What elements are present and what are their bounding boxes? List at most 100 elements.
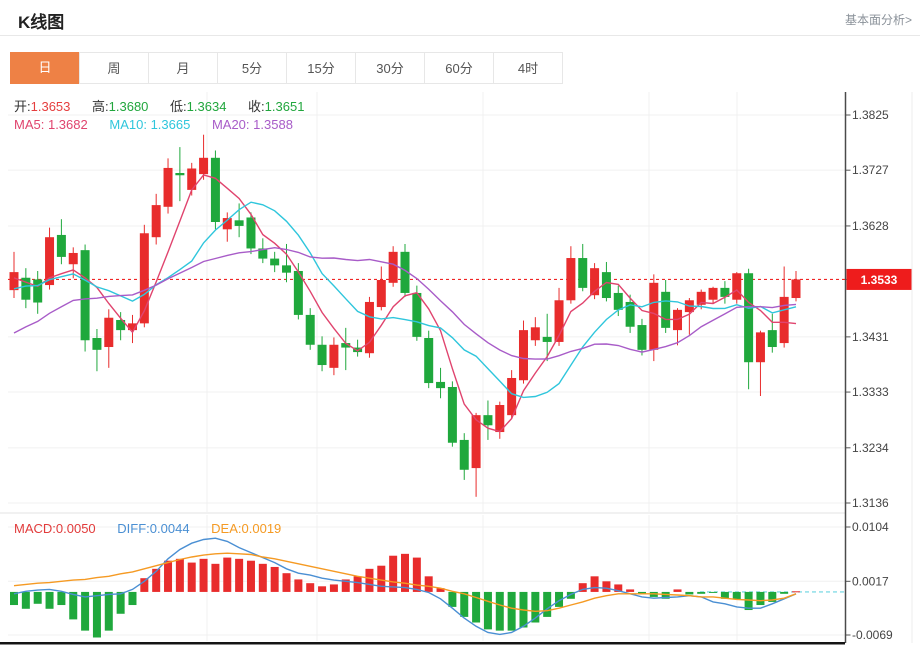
macd-bar — [353, 576, 362, 592]
candle-body — [424, 338, 434, 384]
y-axis-label: 1.3234 — [852, 441, 889, 455]
candle-body — [56, 234, 66, 257]
dea-line — [13, 552, 797, 613]
diff-value: 0.0044 — [149, 521, 190, 536]
tab-bar: 日周月 5分 15分 30分 60分 4时 — [10, 52, 563, 84]
candle-body — [542, 336, 552, 342]
candle-body — [116, 319, 126, 331]
ma20-value: 1.3588 — [253, 117, 293, 132]
header: K线图 基本面分析> — [0, 0, 920, 36]
candle-body — [282, 265, 292, 273]
candle-body — [791, 279, 801, 299]
candle-body — [767, 330, 777, 348]
ma5-line — [13, 174, 797, 433]
tab-15分[interactable]: 15分 — [286, 52, 356, 84]
macd-bar — [104, 591, 113, 631]
macd-bar — [460, 591, 469, 617]
candle-body — [495, 405, 505, 433]
candle-body — [578, 258, 588, 288]
macd-bar — [436, 588, 445, 592]
candle-body — [45, 237, 55, 286]
candle-body — [649, 282, 659, 350]
tab-月[interactable]: 月 — [148, 52, 218, 84]
page-title: K线图 — [18, 13, 65, 32]
macd-axis-label: 0.0017 — [852, 574, 889, 588]
candle-body — [222, 218, 232, 230]
macd-bar — [626, 589, 635, 592]
candle-body — [317, 344, 327, 366]
macd-bar — [223, 557, 232, 592]
tab-30分[interactable]: 30分 — [355, 52, 425, 84]
tab-5分[interactable]: 5分 — [217, 52, 287, 84]
macd-bar — [21, 591, 30, 609]
close-value: 1.3651 — [264, 99, 305, 114]
high-label: 高: — [92, 99, 109, 114]
macd-bar — [768, 591, 777, 602]
macd-bar — [69, 591, 78, 620]
candle-body — [744, 273, 754, 363]
macd-bar — [140, 578, 149, 592]
macd-info-row: MACD:0.0050 DIFF:0.0044 DEA:0.0019 — [14, 521, 299, 536]
tab-周[interactable]: 周 — [79, 52, 149, 84]
y-axis-label: 1.3825 — [852, 108, 889, 122]
chart-bottom-border — [0, 642, 845, 645]
candle-body — [234, 220, 244, 226]
macd-bar — [720, 591, 729, 599]
candle-body — [210, 157, 220, 222]
candle-body — [258, 248, 268, 259]
ma5-label: MA5: — [14, 117, 45, 132]
macd-bar — [732, 591, 741, 600]
macd-bar — [780, 591, 789, 594]
macd-bar — [211, 563, 220, 592]
candle-body — [566, 258, 576, 301]
candle-body — [92, 338, 102, 350]
candle-body — [104, 317, 114, 348]
ma5-value: 1.3682 — [47, 117, 88, 132]
tab-日[interactable]: 日 — [10, 52, 80, 84]
candle-body — [483, 415, 493, 426]
macd-bar — [507, 591, 516, 631]
tab-60分[interactable]: 60分 — [424, 52, 494, 84]
macd-bar — [282, 573, 291, 592]
macd-bar — [566, 591, 575, 599]
macd-bar — [614, 584, 623, 592]
candle-body — [341, 343, 351, 348]
macd-bar — [164, 560, 173, 592]
macd-bar — [412, 557, 421, 592]
macd-bar — [45, 591, 54, 609]
y-axis-label: 1.3136 — [852, 496, 889, 510]
macd-bar — [365, 568, 374, 592]
candle-body — [187, 168, 197, 190]
current-price-badge-label: 1.3533 — [861, 273, 898, 287]
macd-bar — [602, 581, 611, 592]
macd-bar — [744, 591, 753, 611]
macd-bar — [685, 591, 694, 595]
candle-body — [33, 279, 43, 303]
candle-body — [459, 439, 469, 470]
candle-body — [127, 323, 137, 331]
fundamental-analysis-link[interactable]: 基本面分析> — [844, 13, 912, 27]
macd-bar — [92, 591, 101, 638]
macd-bar — [531, 591, 540, 623]
macd-bar — [401, 553, 409, 592]
candle-body — [9, 272, 19, 291]
macd-bar — [792, 591, 800, 593]
macd-bar — [341, 579, 350, 592]
candle-body — [400, 251, 410, 293]
ma10-value: 1.3665 — [150, 117, 191, 132]
macd-bar — [661, 591, 670, 599]
macd-bar — [673, 589, 682, 592]
open-label: 开: — [14, 99, 31, 114]
macd-bar — [697, 591, 706, 594]
high-value: 1.3680 — [108, 99, 149, 114]
macd-bar — [329, 584, 338, 592]
candle-body — [151, 205, 161, 238]
y-axis-label: 1.3431 — [852, 330, 889, 344]
candle-body — [163, 167, 173, 207]
tab-4时[interactable]: 4时 — [493, 52, 563, 84]
macd-axis-label: -0.0069 — [852, 628, 893, 642]
candle-body — [199, 157, 209, 175]
candle-body — [720, 287, 730, 297]
